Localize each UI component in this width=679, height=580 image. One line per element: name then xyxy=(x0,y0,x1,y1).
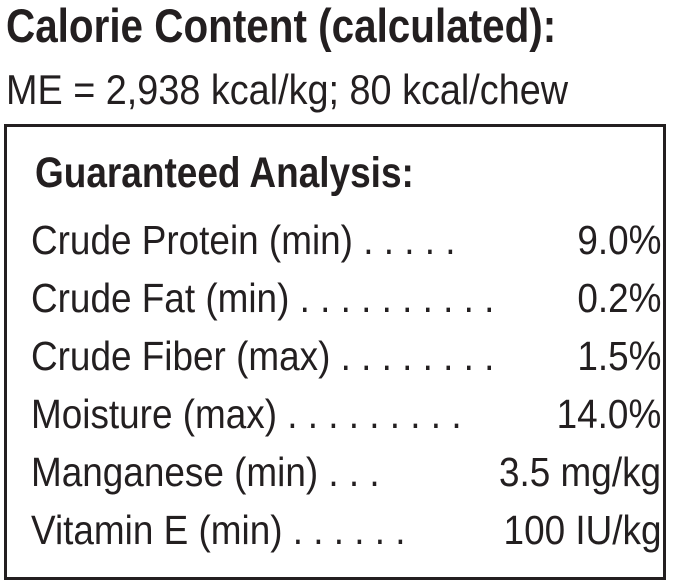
analysis-row: Moisture (max) . . . . . . . . . 14.0% xyxy=(31,391,663,441)
calorie-content-title: Calorie Content (calculated): xyxy=(6,0,557,52)
analysis-row: Crude Fiber (max) . . . . . . . . 1.5% xyxy=(31,333,663,383)
row-value: 100 IU/kg xyxy=(503,507,661,553)
row-label: Crude Protein (min) . . . . . xyxy=(31,217,456,263)
analysis-row: Crude Protein (min) . . . . . 9.0% xyxy=(31,217,663,267)
row-value: 14.0% xyxy=(556,391,661,437)
guaranteed-analysis-box: Guaranteed Analysis: Crude Protein (min)… xyxy=(4,124,666,580)
row-label: Vitamin E (min) . . . . . . xyxy=(31,507,406,553)
row-value: 0.2% xyxy=(576,275,661,321)
row-label: Moisture (max) . . . . . . . . . xyxy=(31,391,462,437)
row-value: 9.0% xyxy=(576,217,661,263)
calorie-content-value: ME = 2,938 kcal/kg; 80 kcal/chew xyxy=(6,66,569,113)
analysis-row: Crude Fat (min) . . . . . . . . . . 0.2% xyxy=(31,275,663,325)
row-value: 1.5% xyxy=(576,333,661,379)
row-label: Manganese (min) . . . xyxy=(31,449,380,495)
analysis-row: Vitamin E (min) . . . . . . 100 IU/kg xyxy=(31,507,663,557)
row-value: 3.5 mg/kg xyxy=(498,449,661,495)
analysis-row: Manganese (min) . . . 3.5 mg/kg xyxy=(31,449,663,499)
row-label: Crude Fiber (max) . . . . . . . . xyxy=(31,333,495,379)
guaranteed-analysis-title: Guaranteed Analysis: xyxy=(35,149,414,197)
row-label: Crude Fat (min) . . . . . . . . . . xyxy=(31,275,495,321)
